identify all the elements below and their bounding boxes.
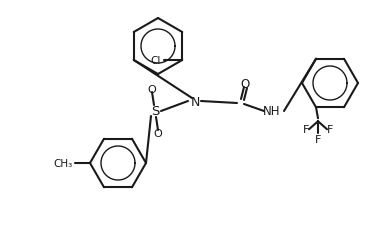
Text: F: F xyxy=(327,125,333,135)
Text: Cl: Cl xyxy=(151,56,161,66)
Text: F: F xyxy=(303,125,309,135)
Text: O: O xyxy=(240,77,250,90)
Text: CH₃: CH₃ xyxy=(54,158,73,168)
Text: O: O xyxy=(148,85,156,94)
Text: NH: NH xyxy=(263,105,281,118)
Text: O: O xyxy=(154,128,162,138)
Text: N: N xyxy=(190,95,200,108)
Text: F: F xyxy=(315,135,321,145)
Text: S: S xyxy=(151,105,159,118)
